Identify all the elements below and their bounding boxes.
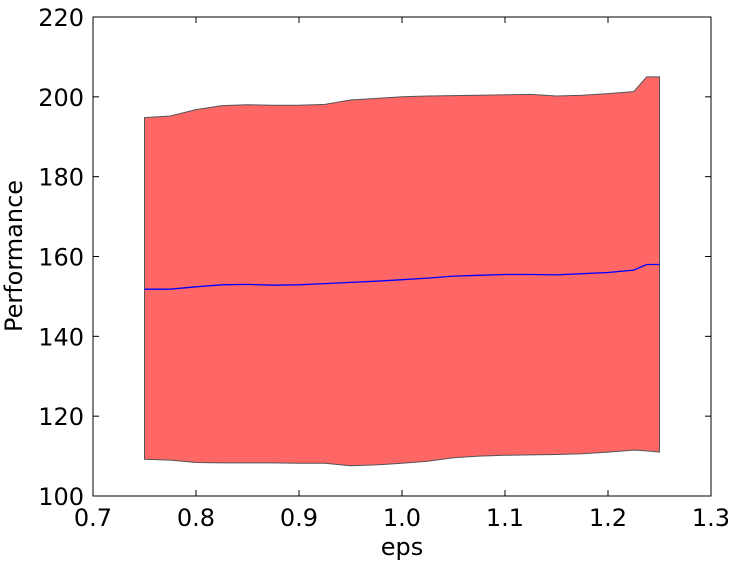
x-tick-label: 1.1 — [486, 504, 524, 532]
x-tick-label: 1.2 — [589, 504, 627, 532]
x-tick-label: 1.0 — [383, 504, 421, 532]
confidence-band — [144, 76, 660, 467]
y-tick-label: 120 — [38, 403, 84, 431]
x-tick-label: 0.7 — [74, 504, 112, 532]
x-tick-label: 0.8 — [177, 504, 215, 532]
y-tick-label: 200 — [38, 84, 84, 112]
mean-line — [144, 263, 660, 290]
y-tick-label: 220 — [38, 4, 84, 32]
x-axis-label: eps — [381, 533, 424, 561]
x-tick-label: 1.3 — [692, 504, 730, 532]
y-tick-label: 100 — [38, 483, 84, 511]
y-tick-label: 160 — [38, 244, 84, 272]
x-tick-label: 0.9 — [280, 504, 318, 532]
y-tick-label: 180 — [38, 164, 84, 192]
y-axis-label: Performance — [0, 180, 28, 332]
y-tick-label: 140 — [38, 323, 84, 351]
